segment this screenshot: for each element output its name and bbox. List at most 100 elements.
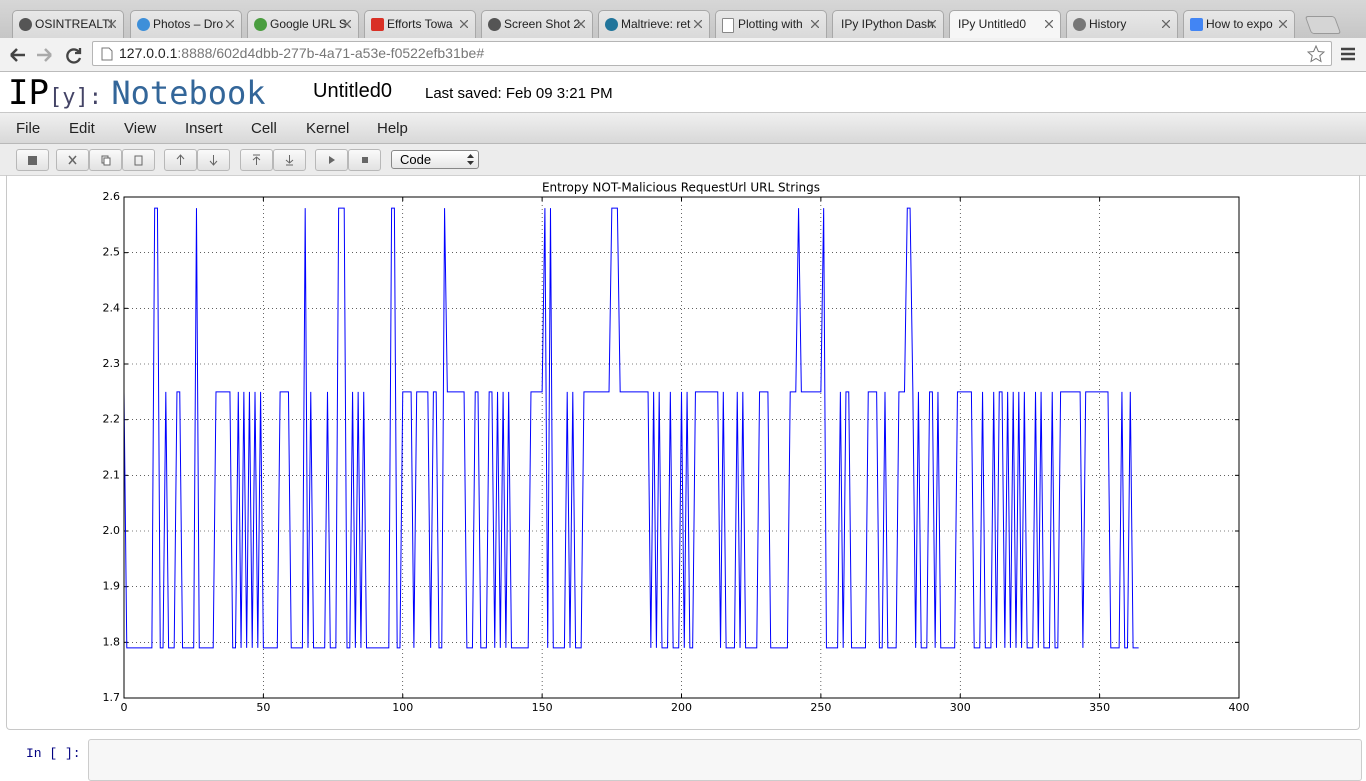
- tab[interactable]: IPy IPython Dash: [832, 10, 944, 38]
- y-tick-label: 2.3: [103, 357, 121, 370]
- insert-below-button[interactable]: [273, 149, 306, 171]
- favicon: [19, 18, 32, 31]
- run-button[interactable]: [315, 149, 348, 171]
- tab[interactable]: Efforts Towa: [364, 10, 476, 38]
- x-tick-label: 50: [256, 701, 270, 714]
- y-tick-label: 2.1: [103, 468, 121, 481]
- tab-title: Plotting with: [738, 17, 803, 31]
- tab-close[interactable]: [811, 20, 819, 28]
- x-tick-label: 400: [1229, 701, 1250, 714]
- logo-word: Notebook: [111, 74, 266, 112]
- menu-button[interactable]: [1340, 47, 1356, 61]
- chart: Entropy NOT-Malicious RequestUrl URL Str…: [103, 181, 1250, 715]
- favicon: [371, 18, 384, 31]
- url-host: 127.0.0.1: [119, 45, 178, 61]
- tab-title: OSINTREALTI: [35, 17, 113, 31]
- favicon: [1073, 18, 1086, 31]
- menu-item[interactable]: Insert: [185, 120, 223, 137]
- tab-title: Maltrieve: ret: [621, 17, 691, 31]
- save-status: Last saved: Feb 09 3:21 PM: [425, 85, 613, 102]
- tab[interactable]: Photos – Dro: [130, 10, 242, 38]
- address-bar: 127.0.0.1:8888/602d4dbb-277b-4a71-a53e-f…: [0, 38, 1366, 72]
- x-tick-label: 100: [392, 701, 413, 714]
- tab-close[interactable]: [694, 20, 702, 28]
- tab[interactable]: OSINTREALTI: [12, 10, 124, 38]
- tab-close[interactable]: [108, 20, 116, 28]
- favicon: [137, 18, 150, 31]
- tab-title: Photos – Dro: [153, 17, 224, 31]
- x-tick-label: 150: [532, 701, 553, 714]
- tab-close[interactable]: [928, 20, 936, 28]
- y-tick-label: 2.6: [103, 190, 121, 203]
- data-line: [123, 207, 1139, 649]
- cell-type-select[interactable]: Code: [391, 150, 479, 169]
- favicon: [488, 18, 501, 31]
- favicon: [605, 18, 618, 31]
- x-tick-label: 200: [671, 701, 692, 714]
- move-down-button[interactable]: [197, 149, 230, 171]
- favicon: [722, 18, 734, 33]
- stop-button[interactable]: [348, 149, 381, 171]
- menu-item[interactable]: Kernel: [306, 120, 350, 137]
- new-tab-button[interactable]: [1304, 16, 1342, 34]
- input-prompt: In [ ]:: [26, 746, 81, 761]
- paste-button[interactable]: [122, 149, 155, 171]
- menu-item[interactable]: Edit: [69, 120, 95, 137]
- y-tick-label: 1.7: [103, 691, 121, 704]
- tab-close[interactable]: [577, 20, 585, 28]
- url-path: :8888/602d4dbb-277b-4a71-a53e-f0522efb31…: [177, 45, 485, 61]
- reload-button[interactable]: [66, 48, 82, 64]
- page-icon: [101, 47, 113, 61]
- tab-bar: OSINTREALTI Photos – Dro Google URL S Ef…: [0, 0, 1366, 39]
- x-tick-label: 350: [1089, 701, 1110, 714]
- x-tick-label: 300: [950, 701, 971, 714]
- url-field[interactable]: 127.0.0.1:8888/602d4dbb-277b-4a71-a53e-f…: [92, 41, 1332, 66]
- tab-close[interactable]: [343, 20, 351, 28]
- menu-item[interactable]: Cell: [251, 120, 277, 137]
- tab-close[interactable]: [1279, 20, 1287, 28]
- tab-title: History: [1089, 17, 1127, 31]
- output-cell: [6, 175, 1360, 730]
- save-button[interactable]: [16, 149, 49, 171]
- menu-item[interactable]: File: [16, 120, 41, 137]
- menu-item[interactable]: View: [124, 120, 157, 137]
- y-tick-label: 2.5: [103, 246, 121, 259]
- copy-button[interactable]: [89, 149, 122, 171]
- y-tick-label: 2.0: [103, 524, 121, 537]
- logo-ip: IP: [8, 73, 49, 113]
- tab[interactable]: Screen Shot 2: [481, 10, 593, 38]
- input-area[interactable]: [88, 739, 1362, 781]
- tab[interactable]: History: [1066, 10, 1178, 38]
- tab[interactable]: Plotting with: [715, 10, 827, 38]
- tab-title: How to expo: [1206, 17, 1273, 31]
- forward-button[interactable]: [37, 48, 52, 62]
- tab-active[interactable]: IPy Untitled0: [949, 10, 1061, 39]
- insert-above-button[interactable]: [240, 149, 273, 171]
- tab-close[interactable]: [1045, 20, 1053, 28]
- menu-item[interactable]: Help: [377, 120, 408, 137]
- tab-close[interactable]: [460, 20, 468, 28]
- notebook-name[interactable]: Untitled0: [313, 80, 392, 102]
- bookmark-star[interactable]: [1307, 45, 1325, 63]
- tab[interactable]: How to expo: [1183, 10, 1295, 38]
- x-tick-label: 250: [810, 701, 831, 714]
- nav-buttons: [10, 48, 82, 64]
- menu-bar: File Edit View Insert Cell Kernel Help: [0, 112, 1366, 144]
- back-button[interactable]: [10, 48, 25, 62]
- tab-title: Efforts Towa: [387, 17, 453, 31]
- tab[interactable]: Maltrieve: ret: [598, 10, 710, 38]
- tab-title: Screen Shot 2: [504, 17, 581, 31]
- logo: IP[y]: Notebook: [8, 74, 266, 117]
- tab-close[interactable]: [1162, 20, 1170, 28]
- chart-title: Entropy NOT-Malicious RequestUrl URL Str…: [542, 181, 820, 195]
- tab[interactable]: Google URL S: [247, 10, 359, 38]
- cell-type: Code: [400, 152, 432, 167]
- tab-close[interactable]: [226, 20, 234, 28]
- tab-title: IPy Untitled0: [958, 17, 1027, 31]
- cut-button[interactable]: [56, 149, 89, 171]
- x-tick-label: 0: [121, 701, 128, 714]
- y-tick-label: 1.8: [103, 635, 121, 648]
- move-up-button[interactable]: [164, 149, 197, 171]
